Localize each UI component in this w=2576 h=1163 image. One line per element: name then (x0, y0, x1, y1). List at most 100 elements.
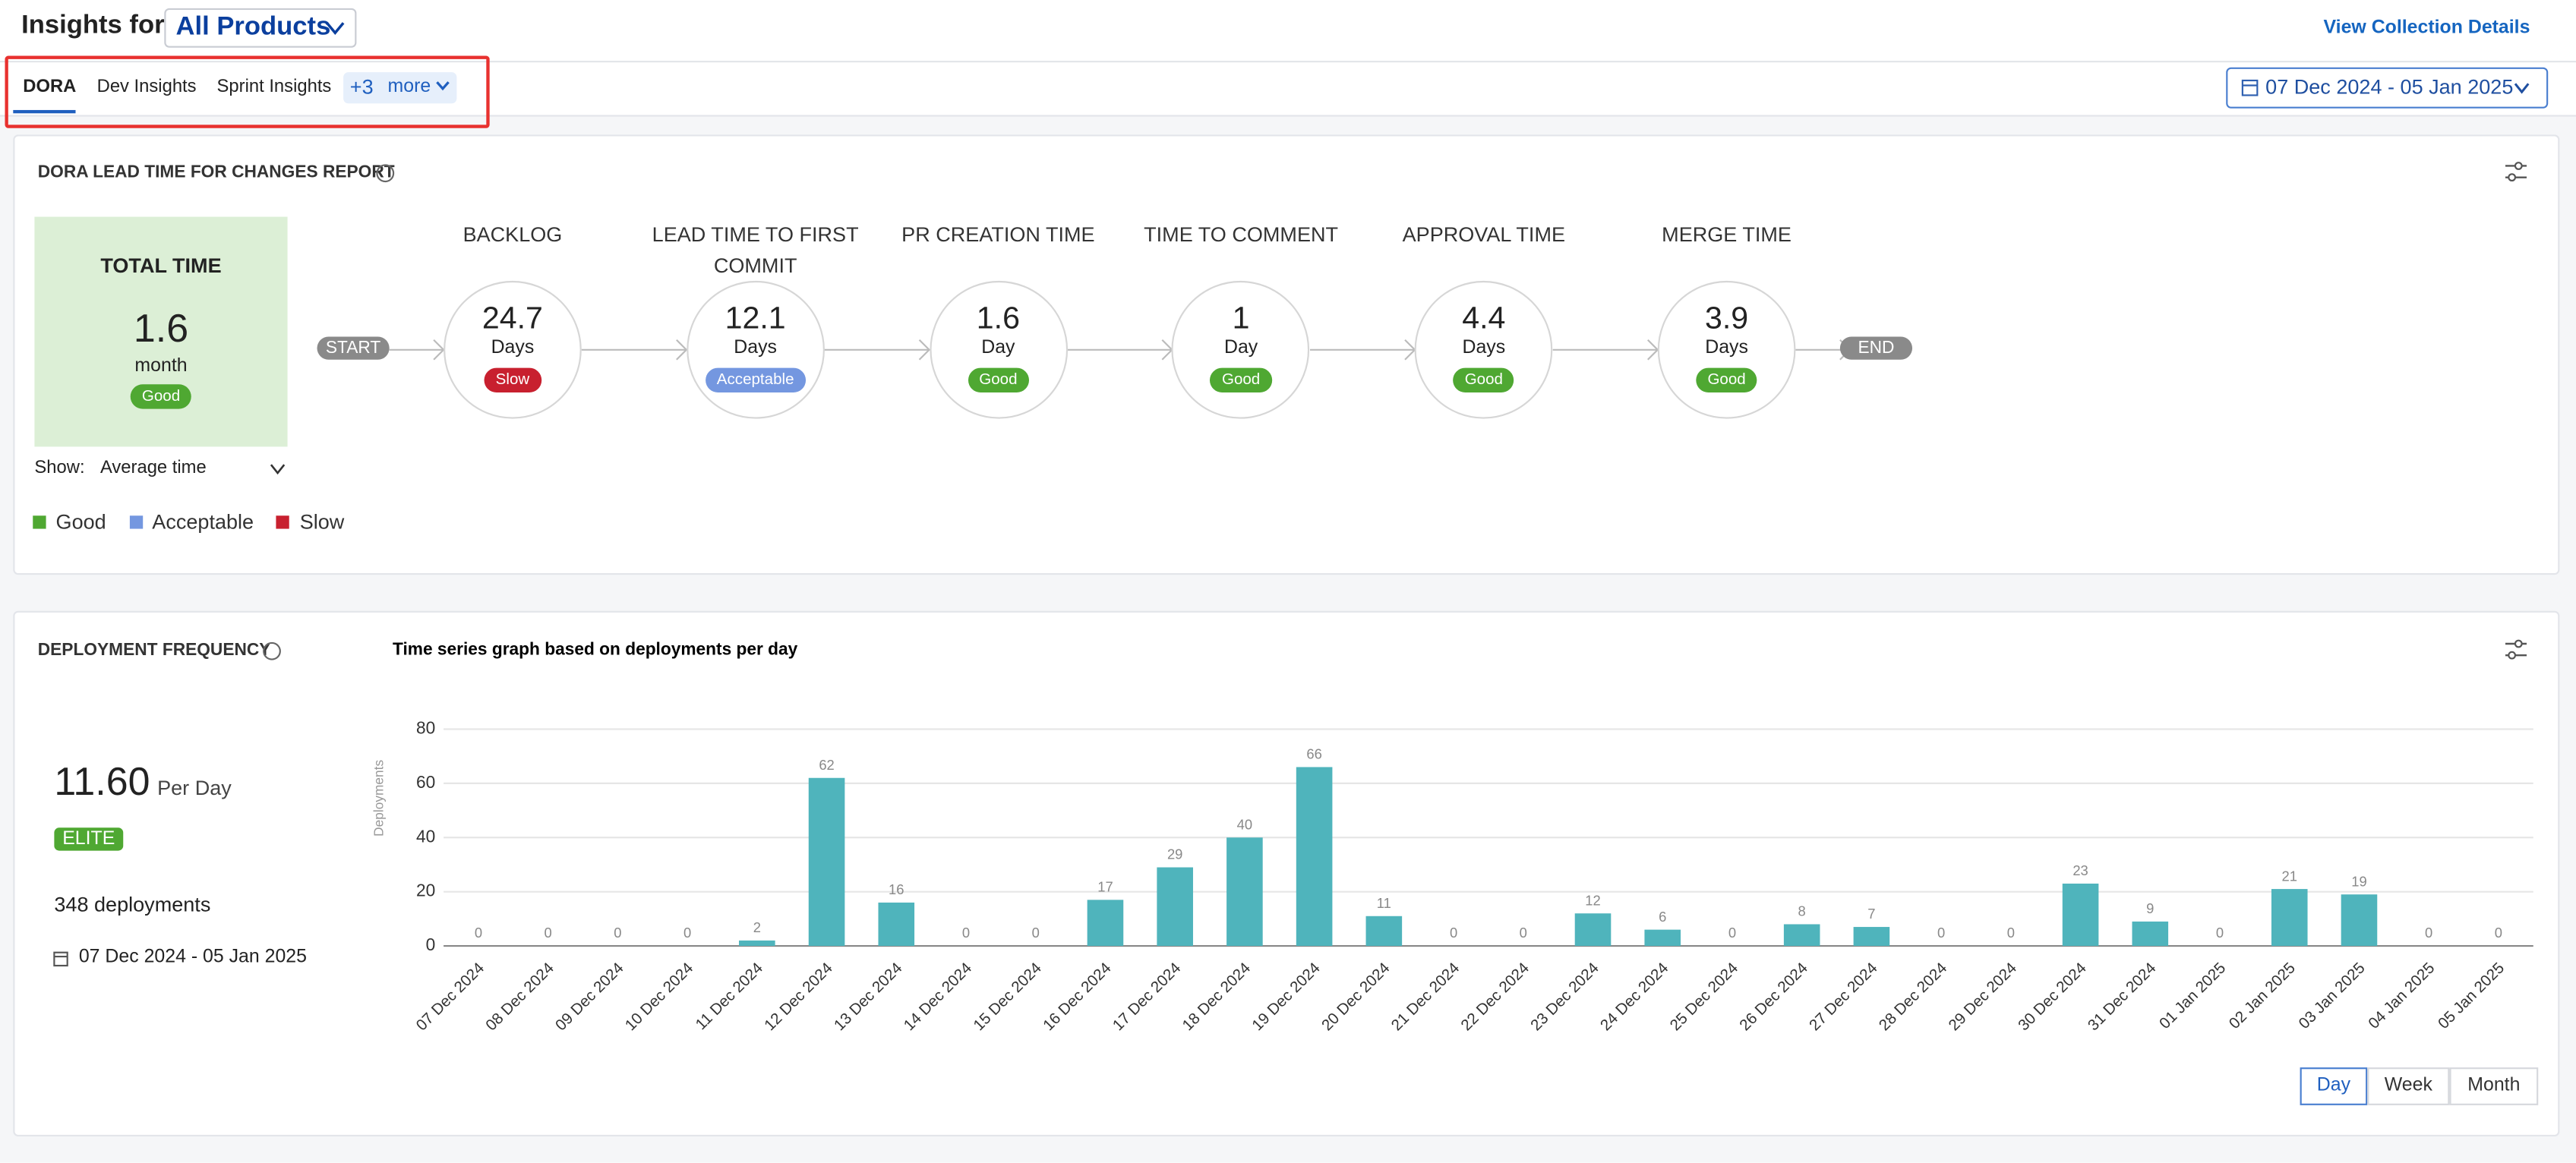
stage-value: 3.9 (1705, 302, 1749, 337)
more-tabs[interactable]: +3 more (343, 72, 457, 104)
chevron (270, 464, 286, 475)
chart-subtitle: Time series graph based on deployments p… (393, 639, 798, 659)
product-name: All Products (175, 13, 331, 42)
stage-circle (1172, 280, 1310, 419)
value-label: 0 (962, 925, 970, 941)
value-label: 66 (1306, 746, 1321, 762)
total-value: 1.6 (133, 307, 189, 351)
value-label: 0 (1520, 925, 1527, 941)
value-label: 0 (475, 925, 482, 941)
stage-unit: Day (1223, 338, 1258, 358)
stage-circle (686, 280, 825, 419)
value-label: 29 (1167, 846, 1182, 862)
x-tick-label: 22 Dec 2024 (1457, 960, 1533, 1035)
stage-title: TIME TO COMMENT (1144, 223, 1339, 247)
y-axis-label: Deployments (371, 760, 386, 837)
view-details-link[interactable]: View Collection Details (2323, 17, 2530, 38)
info-icon[interactable] (263, 641, 281, 660)
y-tick-label: 80 (416, 717, 435, 737)
show-label: Show: (34, 458, 85, 478)
bar (2341, 894, 2378, 947)
rate: 11.60 Per Day (54, 761, 231, 807)
x-tick-label: 19 Dec 2024 (1249, 960, 1324, 1035)
value-label: 0 (545, 925, 552, 941)
x-tick-label: 03 Jan 2025 (2295, 960, 2368, 1032)
date-range-button[interactable]: 07 Dec 2024 - 05 Jan 2025 (2226, 67, 2549, 109)
stage-title: APPROVAL TIME (1402, 223, 1566, 247)
tab[interactable]: DORA (23, 77, 77, 97)
bar (2132, 921, 2169, 947)
bar (1644, 929, 1681, 947)
x-tick-label: 27 Dec 2024 (1806, 960, 1881, 1035)
bar (878, 902, 915, 947)
product-dropdown[interactable]: All Products (164, 8, 357, 48)
calendar-icon (2241, 79, 2259, 96)
x-tick-label: 14 Dec 2024 (901, 960, 976, 1035)
info-icon[interactable] (376, 164, 395, 183)
x-tick-label: 09 Dec 2024 (552, 960, 627, 1035)
status-badge: Good (968, 367, 1029, 393)
stage-circle (1414, 280, 1553, 419)
y-tick-label: 0 (426, 934, 436, 954)
calendar-icon (53, 951, 68, 967)
stage-unit: Days (734, 338, 777, 358)
stage-title: BACKLOG (462, 223, 563, 247)
value-label: 11 (1377, 895, 1391, 911)
x-tick-label: 08 Dec 2024 (482, 960, 557, 1035)
bar (1853, 927, 1890, 947)
x-tick-label: 07 Dec 2024 (412, 960, 488, 1035)
x-tick-label: 26 Dec 2024 (1736, 960, 1811, 1035)
value-label: 2 (753, 919, 761, 935)
x-tick-label: 13 Dec 2024 (831, 960, 906, 1035)
status-badge: Good (1696, 367, 1757, 393)
status-badge: Acceptable (705, 367, 806, 393)
bar (1296, 767, 1333, 947)
value-label: 0 (1728, 925, 1736, 941)
value-label: 8 (1798, 903, 1806, 919)
x-tick-label: 30 Dec 2024 (2015, 960, 2090, 1035)
settings-icon[interactable] (2505, 639, 2527, 660)
period-button[interactable]: Month (2449, 1067, 2539, 1105)
grade-badge: ELITE (54, 827, 124, 851)
x-tick-label: 16 Dec 2024 (1040, 960, 1115, 1035)
stage-value: 1 (1232, 302, 1250, 337)
total-unit: month (134, 356, 188, 377)
stage-title: PR CREATION TIME (901, 223, 1095, 247)
stage-value: 12.1 (724, 302, 786, 337)
show-select[interactable]: Average time (99, 458, 207, 478)
x-tick-label: 02 Jan 2025 (2226, 960, 2299, 1032)
x-tick-label: 12 Dec 2024 (761, 960, 836, 1035)
value-label: 9 (2146, 900, 2154, 916)
bar (1087, 900, 1124, 947)
stage-value: 1.6 (976, 302, 1020, 337)
period-button[interactable]: Week (2367, 1067, 2450, 1105)
value-label: 0 (1937, 925, 1945, 941)
chevron (2514, 83, 2530, 94)
x-tick-label: 17 Dec 2024 (1110, 960, 1185, 1035)
value-label: 0 (1032, 925, 1040, 941)
deployment-card (13, 610, 2560, 1136)
tab[interactable]: Dev Insights (96, 77, 197, 97)
tab[interactable]: Sprint Insights (216, 77, 332, 97)
y-tick-label: 20 (416, 881, 435, 900)
deployment-date-range: 07 Dec 2024 - 05 Jan 2025 (78, 947, 307, 968)
settings-icon[interactable] (2505, 161, 2527, 182)
period-button[interactable]: Day (2300, 1067, 2368, 1105)
rate-value: 11.60 (54, 760, 150, 805)
date-range-text: 07 Dec 2024 - 05 Jan 2025 (2265, 75, 2514, 99)
value-label: 16 (889, 881, 904, 897)
annotation-box (5, 55, 490, 128)
bar (808, 777, 845, 947)
x-tick-label: 11 Dec 2024 (692, 960, 766, 1034)
x-tick-label: 28 Dec 2024 (1876, 960, 1951, 1035)
legend-label: Good (55, 510, 106, 534)
x-tick-label: 21 Dec 2024 (1388, 960, 1463, 1035)
value-label: 0 (2425, 925, 2432, 941)
legend-label: Acceptable (152, 510, 254, 534)
legend-swatch (129, 515, 143, 529)
x-tick-label: 25 Dec 2024 (1666, 960, 1741, 1035)
legend-swatch (33, 515, 46, 529)
value-label: 62 (819, 757, 834, 773)
card-title: DORA LEAD TIME FOR CHANGES REPORT (37, 162, 395, 183)
value-label: 0 (2216, 925, 2224, 941)
